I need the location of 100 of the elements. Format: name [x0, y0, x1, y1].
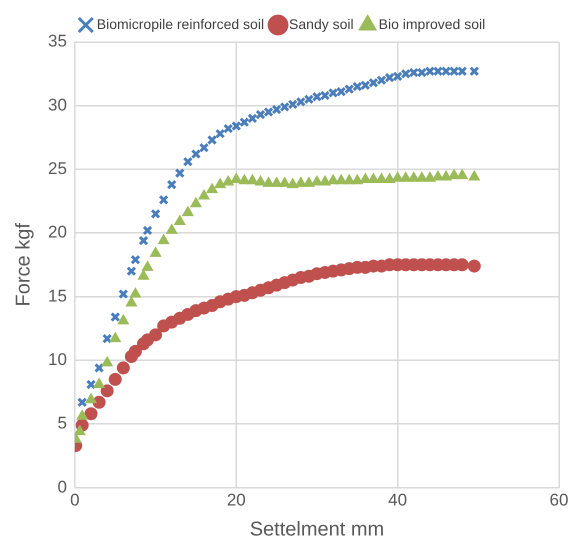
point	[198, 190, 210, 200]
legend-label: Biomicropile reinforced soil	[96, 16, 264, 32]
point	[416, 68, 427, 78]
point	[174, 215, 186, 226]
point	[295, 176, 307, 187]
point	[456, 169, 468, 180]
point	[101, 356, 113, 366]
y-tick-label: 25	[48, 159, 67, 178]
point	[384, 72, 395, 83]
point	[238, 174, 250, 184]
point	[247, 113, 258, 124]
point	[110, 312, 120, 322]
point	[118, 289, 128, 300]
x-tick-label: 0	[70, 490, 80, 510]
point	[270, 176, 282, 187]
point	[100, 384, 114, 398]
point	[449, 66, 460, 76]
point	[158, 234, 170, 244]
point	[408, 68, 419, 78]
point	[296, 96, 306, 107]
legend-label: Sandy soil	[289, 16, 354, 32]
point	[360, 80, 370, 90]
point	[469, 66, 480, 76]
point	[223, 124, 234, 134]
point	[138, 270, 150, 280]
x-tick-label: 20	[226, 490, 246, 510]
point	[158, 194, 169, 205]
point	[214, 178, 226, 188]
point	[304, 94, 314, 104]
point	[190, 149, 201, 160]
point	[74, 425, 86, 436]
point	[102, 334, 112, 344]
point	[182, 206, 194, 216]
point	[262, 176, 274, 187]
point	[86, 379, 96, 390]
y-tick-label: 15	[48, 286, 67, 306]
point	[207, 134, 218, 146]
point	[424, 66, 435, 76]
point	[344, 84, 354, 94]
point	[108, 372, 122, 386]
point	[352, 82, 362, 92]
y-tick-label: 10	[48, 350, 67, 369]
point	[130, 254, 140, 265]
point	[376, 75, 387, 86]
point	[246, 174, 258, 184]
point	[320, 90, 330, 101]
point	[142, 225, 153, 236]
point	[94, 362, 104, 373]
point	[392, 71, 403, 82]
point	[288, 99, 298, 110]
point	[327, 174, 339, 184]
point	[264, 106, 274, 118]
point	[128, 344, 142, 358]
point	[149, 328, 162, 342]
point	[126, 266, 136, 276]
point	[150, 246, 162, 257]
point	[239, 117, 250, 128]
point	[400, 68, 411, 79]
y-tick-label: 5	[57, 414, 67, 433]
point	[206, 183, 218, 194]
point	[190, 197, 202, 208]
point	[344, 174, 355, 184]
y-tick-label: 0	[57, 477, 67, 496]
point	[352, 174, 363, 184]
point	[166, 180, 177, 190]
point	[76, 410, 88, 420]
point	[174, 168, 185, 178]
point	[142, 260, 154, 271]
x-tick-label: 40	[388, 490, 408, 510]
point	[84, 407, 98, 420]
point	[254, 176, 266, 186]
x-tick-label: 60	[550, 490, 568, 510]
point	[457, 66, 468, 76]
point	[116, 361, 130, 374]
point	[303, 176, 315, 187]
point	[215, 128, 226, 139]
point	[126, 296, 138, 306]
point	[424, 172, 436, 182]
point	[280, 102, 290, 112]
point	[231, 120, 242, 132]
point	[110, 332, 121, 342]
legend-label: Bio improved soil	[378, 16, 486, 32]
point	[468, 260, 481, 273]
x-axis-title: Settelment mm	[250, 518, 384, 541]
y-axis-title: Force kgf	[12, 222, 35, 306]
point	[138, 236, 149, 246]
point	[198, 142, 210, 153]
point	[118, 314, 130, 324]
point	[230, 173, 242, 183]
point	[255, 110, 266, 120]
point	[150, 208, 161, 219]
point	[468, 170, 480, 180]
point	[85, 393, 97, 404]
point	[335, 174, 347, 184]
y-tick-label: 35	[48, 32, 67, 51]
point	[441, 66, 452, 76]
point	[272, 104, 282, 115]
point	[336, 86, 346, 97]
point	[222, 176, 234, 186]
point	[287, 178, 298, 188]
